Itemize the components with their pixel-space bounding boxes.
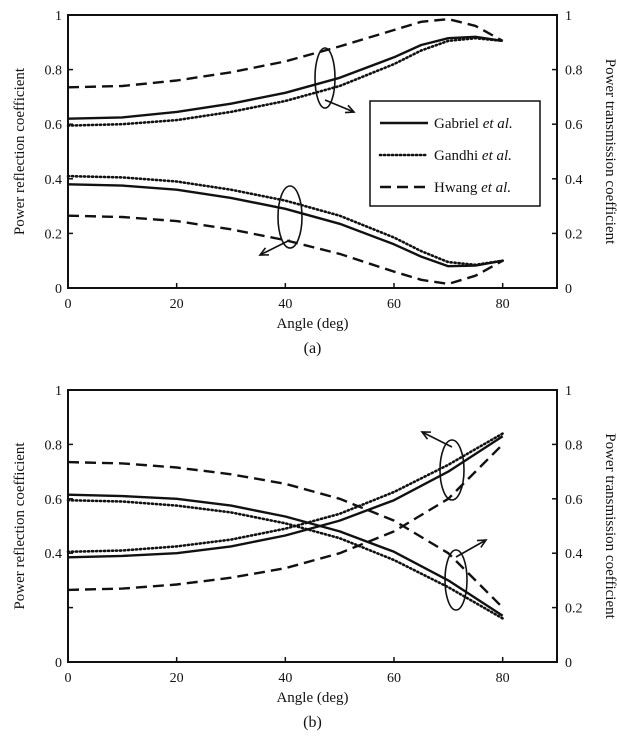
y2-axis-label: Power transmission coefficient [602,59,617,245]
axis-indicator-arrowhead [420,431,432,440]
axis-indicator-arrow [455,539,487,558]
y2-tick-label: 0.8 [565,438,583,453]
axis-indicator-arrowhead [258,247,270,256]
y-axis-label: Power reflection coefficient [12,67,28,235]
legend-label-hwang: Hwang et al. [434,180,511,196]
series-line-gabriel-transmission [67,493,504,617]
axis-indicator-ellipse [444,549,468,611]
x-tick-label: 40 [278,297,292,312]
y-tick-label: 0 [55,656,62,671]
y2-tick-label: 0.2 [565,602,583,617]
y2-axis-label: Power transmission coefficient [602,433,617,619]
legend-name: Hwang [434,180,481,196]
series-line-hwang-reflection [67,443,504,592]
x-tick-label: 0 [65,671,72,686]
y-tick-label: 0.2 [45,227,63,242]
plot-frame [67,389,558,663]
axis-indicator-ellipse [439,439,465,501]
series-line-hwang-transmission [67,17,504,89]
axis-indicator-ellipse [314,47,336,109]
panel-b: 0 20 40 60 800 00.20.4 0.40.6 0.60.8 0.81 1Angle … [12,384,617,731]
x-tick-label: 80 [496,671,510,686]
series-line-hwang-transmission [67,460,504,609]
legend-suffix: et al. [481,180,511,196]
y2-tick-label: 0.6 [565,118,583,133]
legend-label-gabriel: Gabriel et al. [434,116,513,132]
y-tick-label: 0.4 [45,173,63,188]
x-tick-label: 20 [170,297,184,312]
x-tick-label: 20 [170,671,184,686]
legend-label-gandhi: Gandhi et al. [434,148,512,164]
axis-indicator-arrow [259,239,291,256]
x-tick-label: 60 [387,671,401,686]
y-tick-label: 1 [55,9,62,24]
y2-tick-label: 0.4 [565,173,583,188]
y2-tick-label: 0.8 [565,64,583,79]
series-line-gabriel-reflection [67,435,504,559]
y2-tick-label: 0 [565,282,572,297]
series-line-gandhi-transmission [66,498,504,620]
axis-indicator-ellipse [277,185,303,249]
y-tick-label: 0.8 [45,64,63,79]
axis-indicator-arrow [324,99,355,113]
y-axis-label: Power reflection coefficient [12,442,28,610]
x-tick-label: 0 [65,297,72,312]
y-tick-label: 0 [55,282,62,297]
axis-indicator-arrowhead [344,104,356,114]
y2-tick-label: 0.6 [565,493,583,508]
legend-suffix: et al. [483,116,513,132]
panel-caption: (a) [304,340,322,357]
y-tick-label: 0.8 [45,438,63,453]
series-line-gabriel-transmission [67,35,503,120]
y2-tick-label: 0.2 [565,227,583,242]
series-line-hwang-reflection [67,214,504,286]
y-tick-label: 0.6 [45,493,63,508]
y2-tick-label: 1 [565,384,572,399]
axis-indicator-arrow [421,431,453,448]
x-tick-label: 80 [496,297,510,312]
legend-suffix: et al. [482,148,512,164]
y2-tick-label: 0.4 [565,547,583,562]
x-tick-label: 40 [278,671,292,686]
legend-box [369,100,541,207]
x-axis-label: Angle (deg) [276,690,348,706]
x-axis-label: Angle (deg) [276,316,348,332]
plot-frame [67,14,558,289]
legend-name: Gabriel [434,116,483,132]
series-line-gandhi-reflection [66,174,504,267]
x-tick-label: 60 [387,297,401,312]
panel-a: 0 20 40 60 800 00.2 0.20.4 0.40.6 0.60.8 0.81 1Ang… [12,9,617,357]
series-line-gandhi-transmission [66,36,504,127]
y-tick-label: 0.4 [45,547,63,562]
y2-tick-label: 1 [565,9,572,24]
series-line-gabriel-reflection [67,183,503,268]
panel-caption: (b) [303,714,322,731]
series-line-gandhi-reflection [66,432,504,554]
axis-indicator-arrowhead [476,539,488,548]
y-tick-label: 1 [55,384,62,399]
y-tick-label: 0.6 [45,118,63,133]
legend-name: Gandhi [434,148,482,164]
y2-tick-label: 0 [565,656,572,671]
